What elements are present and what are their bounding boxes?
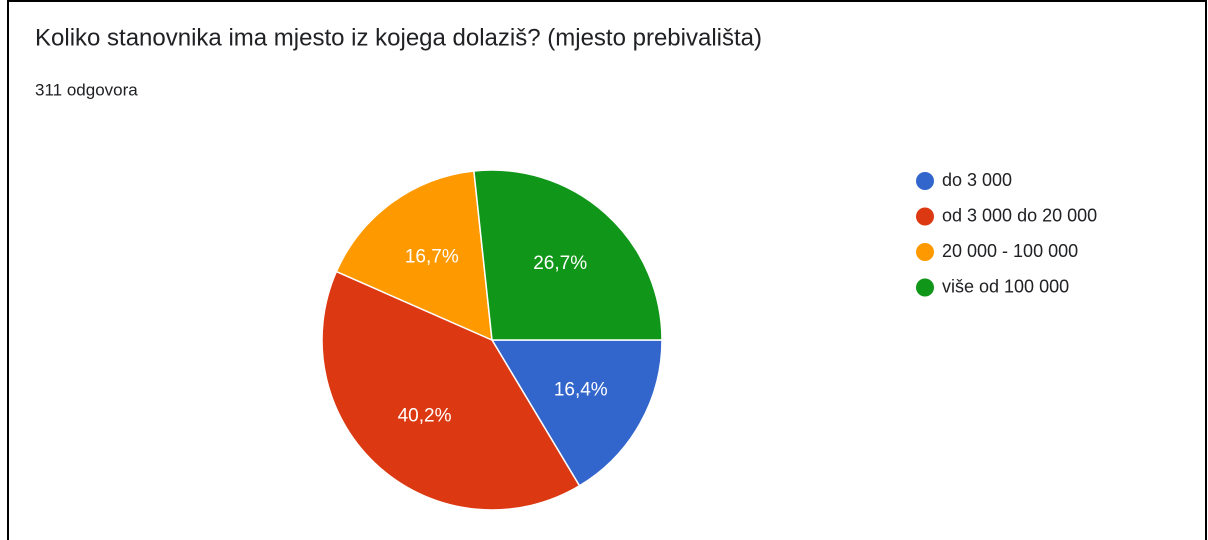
pie-slice <box>335 170 493 342</box>
slice-label: 16,7% <box>405 247 459 268</box>
legend-swatch <box>916 207 934 226</box>
legend-label: više od 100 000 <box>942 276 1069 296</box>
slice-label: 26,7% <box>533 253 587 274</box>
legend-label: od 3 000 do 20 000 <box>942 205 1097 225</box>
legend-swatch <box>916 243 934 261</box>
pie-slice <box>473 169 663 341</box>
slice-label: 40,2% <box>398 406 452 427</box>
slice-label: 16,4% <box>554 379 608 400</box>
legend-label: do 3 000 <box>942 170 1012 190</box>
legend-swatch <box>916 278 934 297</box>
legend-label: 20 000 - 100 000 <box>942 241 1078 261</box>
legend-swatch <box>916 172 934 190</box>
chart-subtitle: 311 odgovora <box>35 80 138 99</box>
chart-title: Koliko stanovnika ima mjesto iz kojega d… <box>35 24 762 51</box>
pie-slice <box>321 270 581 511</box>
pie-slice <box>490 339 663 487</box>
